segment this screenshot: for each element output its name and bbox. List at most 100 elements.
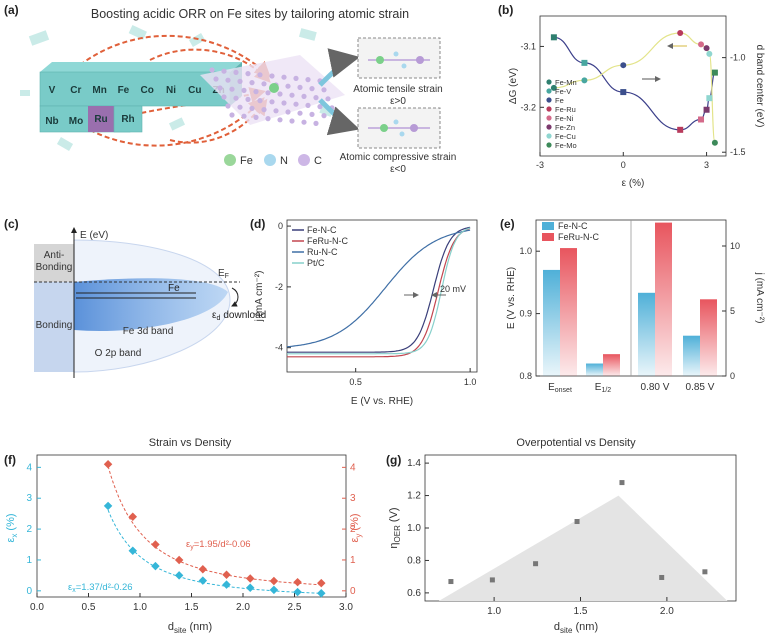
panel-f-xtick-label: 2.0 [236,602,250,613]
panel-e-category-label: E1/2 [595,382,612,394]
metal-label-nb: Nb [45,116,58,127]
panel-d-curve-ru-n-c [286,229,471,348]
tensile-condition: ε>0 [390,96,406,107]
panel-b-legend-marker [546,79,552,85]
panel-e-bar-fe-n-c [683,335,700,376]
panel-d-ytick-label: -2 [275,282,283,292]
panel-b-legend-entry: Fe-Ni [555,114,574,123]
panel-f-y2tick-label: 1 [350,555,356,566]
eps-d-label: εd download [212,310,266,322]
panel-g-xtick-label: 1.5 [574,606,588,617]
graphene-atom [297,84,303,90]
o2p-band-label: O 2p band [95,348,142,359]
panel-b-dband-point-fe-mn [550,84,557,91]
panel-f-ytick-label: 2 [26,524,32,535]
graphene-atom [225,103,231,109]
fe3d-band-shape [74,278,228,331]
panel-e-bar-fe-n-c [543,269,560,376]
panel-f-point [103,501,113,511]
graphene-atom [233,95,239,101]
panel-g-ytick-label: 1.4 [407,458,421,469]
panel-b-y2tick-label: -1.0 [730,53,746,63]
fe3d-band-label: Fe 3d band [123,326,174,337]
legend-n: N [280,155,288,167]
panel-f-fit-y: εy=1.95/d²-0.06 [186,539,251,551]
panel-f-xlabel: dsite (nm) [168,621,212,635]
panel-f-point [317,589,326,598]
bonding-block [34,282,74,372]
panel-e-category-label: 0.80 V [641,382,670,393]
panel-d-xtick-label: 1.0 [464,377,477,387]
panel-b-legend-marker [546,133,552,139]
panel-g-xlabel: dsite (nm) [554,621,598,635]
graphene-atom [213,76,219,82]
panel-f-point [151,561,160,571]
panel-d: (d) j (mA cm⁻²) E (V vs. RHE) 0.5 1.0 0 -2 -… [250,217,478,407]
panel-b-dband-point-fe-ni [698,41,705,48]
panel-f-point [269,585,279,595]
tensile-label: Atomic tensile strain [353,84,442,95]
graphene-atom [241,113,247,119]
panel-b-y2tick-label: -1.5 [730,147,746,157]
panel-g-ytick-label: 1.0 [407,523,421,534]
panel-b-dg-point-fe-v [581,59,588,66]
panel-f-y2tick-label: 4 [350,462,356,473]
panel-d-legend-entry: Pt/C [307,258,325,268]
legend-fe: Fe [240,155,253,167]
metal-label-cr: Cr [70,85,81,96]
panel-e-y2tick-label: 10 [730,241,740,251]
panel-f-point [103,460,113,469]
metal-label-rh: Rh [121,114,134,125]
panel-e-y2label: j (mA cm⁻²) [754,272,765,324]
compressive-label: Atomic compressive strain [340,152,457,163]
panel-f-title: Strain vs Density [149,437,232,449]
panel-b-dband-point-fe-cu [706,50,713,57]
panel-e-bar-feru-n-c [655,222,672,376]
panel-b-label: (b) [498,3,513,17]
panel-g: (g) Overpotential vs Density dsite (nm) … [386,437,737,635]
bonding-label: Bonding [36,320,73,331]
arrow-to-tensile [318,48,360,87]
panel-e-ytick-label: 1.0 [519,246,532,256]
graphene-atom [277,91,283,97]
panel-d-ytick-label: 0 [278,221,283,231]
graphene-atom [317,104,323,110]
panel-e-ylabel: E (V vs. RHE) [506,267,517,329]
panel-b-dg-point-fe-mo [711,69,718,76]
panel-b-dband-point-fe-zn [703,45,710,52]
panel-e-bar-fe-n-c [586,363,603,376]
panel-b-legend-marker [546,124,552,130]
panel-f-xtick-label: 0.0 [30,602,44,613]
panel-b-dg-point-fe-ni [698,116,705,123]
panel-b-legend-entry: Fe-Zn [555,123,575,132]
panel-f-point [198,564,208,574]
panel-e-bar-feru-n-c [603,354,620,376]
panel-f-label: (f) [4,453,16,467]
panel-e-category-label: Eonset [548,382,572,394]
graphene-atom [301,119,307,125]
panel-g-trend-area [438,495,728,601]
panel-a-label: (a) [4,3,19,17]
metal-label-co: Co [141,85,154,96]
panel-f-point [174,571,184,580]
panel-e-y2tick-label: 5 [730,306,735,316]
panel-f-y2tick-label: 0 [350,586,356,597]
graphene-atom [225,77,231,83]
metal-label-mn: Mn [92,85,106,96]
panel-f-point [128,512,138,521]
panel-f-y2tick-label: 3 [350,493,356,504]
graphene-atom [281,100,287,106]
metal-label-v: V [49,85,56,96]
graphene-atom [269,73,275,79]
graphene-atom [209,67,215,73]
graphene-atom [237,104,243,110]
panel-f-point [222,580,231,589]
panel-f-point [128,546,138,555]
graphene-atom [305,102,311,108]
panel-b-legend-marker [546,106,552,112]
panel-g-ylabel: ηOER (V) [388,507,402,548]
panel-g-point [489,577,495,583]
panel-d-xtick-label: 0.5 [349,377,362,387]
panel-g-point [533,561,539,567]
